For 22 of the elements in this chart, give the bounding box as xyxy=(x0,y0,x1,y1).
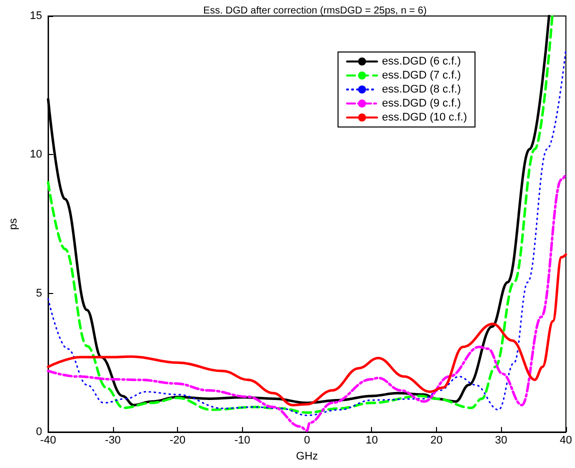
legend-label: ess.DGD (8 c.f.) xyxy=(382,84,461,96)
x-tick-label: -40 xyxy=(40,434,56,446)
y-tick-label: 15 xyxy=(30,10,42,22)
x-tick-label: 20 xyxy=(430,434,443,446)
x-tick-label: 10 xyxy=(366,434,378,446)
x-axis-title: GHz xyxy=(296,450,318,462)
x-tick-label: 40 xyxy=(560,434,572,446)
legend-label: ess.DGD (7 c.f.) xyxy=(382,70,461,82)
y-tick-label: 0 xyxy=(36,426,42,438)
x-tick-label: 30 xyxy=(495,434,508,446)
legend-label: ess.DGD (9 c.f.) xyxy=(382,98,461,110)
legend-label: ess.DGD (10 c.f.) xyxy=(382,112,468,124)
x-tick-label: -30 xyxy=(104,434,121,446)
x-tick-label: 0 xyxy=(304,434,310,446)
y-tick-label: 10 xyxy=(30,148,42,161)
chart-title: Ess. DGD after correction (rmsDGD = 25ps, n = 6) xyxy=(203,6,427,16)
x-tick-label: -10 xyxy=(234,434,250,446)
line-series xyxy=(46,253,568,406)
y-axis-title: ps xyxy=(8,218,20,230)
legend-label: ess.DGD (6 c.f.) xyxy=(382,56,461,68)
x-tick-label: -20 xyxy=(170,434,186,446)
y-tick-label: 5 xyxy=(36,287,42,300)
